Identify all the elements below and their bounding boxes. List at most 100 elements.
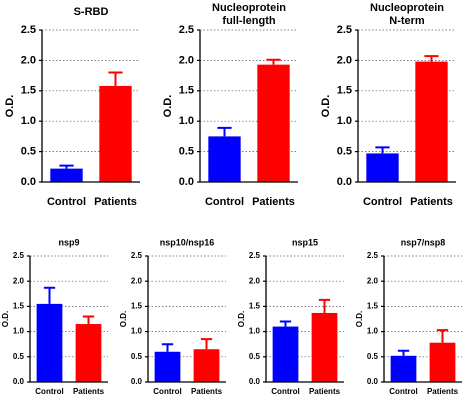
- y-tick-label: 1.5: [367, 302, 379, 311]
- x-tick-label: Patients: [94, 196, 137, 208]
- y-tick-label: 2.5: [249, 251, 261, 260]
- bar: [390, 355, 417, 382]
- bar: [311, 312, 338, 382]
- y-axis-label: O.D.: [162, 95, 174, 118]
- y-tick-label: 1.5: [249, 302, 261, 311]
- y-tick-label: 0.5: [13, 352, 25, 361]
- error-bar: [397, 349, 410, 356]
- y-tick-label: 0.0: [13, 377, 25, 386]
- y-tick-label: 2.5: [179, 24, 194, 36]
- x-tick-label: Control: [363, 196, 402, 208]
- y-tick-label: 0.0: [249, 377, 261, 386]
- chart-panel: nsp10/nsp16 O.D. 0.0 0.5 1.0 1.5 2.0 2.5 Control…: [119, 237, 226, 396]
- chart-title: nsp7/nsp8: [401, 237, 446, 247]
- y-tick-label: 0.5: [131, 352, 143, 361]
- y-axis-label: O.D.: [320, 95, 332, 118]
- error-bar: [161, 343, 174, 352]
- axes: [41, 30, 140, 183]
- error-bar: [436, 329, 449, 343]
- chart-title: S-RBD: [74, 6, 109, 18]
- bar: [36, 303, 63, 382]
- error-bar: [375, 146, 390, 154]
- error-bar: [82, 315, 95, 325]
- x-tick-label: Patients: [410, 196, 453, 208]
- axes: [383, 256, 462, 383]
- x-tick-label: Patients: [252, 196, 295, 208]
- y-tick-label: 2.0: [337, 54, 352, 66]
- x-tick-label: Control: [271, 387, 299, 396]
- error-bar: [59, 164, 74, 169]
- y-tick-label: 2.0: [249, 276, 261, 285]
- y-tick-label: 0.0: [367, 377, 379, 386]
- axes: [29, 256, 108, 383]
- y-tick-label: 0.0: [337, 176, 352, 188]
- x-tick-label: Patients: [427, 387, 459, 396]
- bar: [154, 351, 181, 382]
- y-tick-label: 2.5: [367, 251, 379, 260]
- y-tick-label: 2.0: [367, 276, 379, 285]
- axes: [357, 30, 456, 183]
- x-tick-label: Control: [389, 387, 417, 396]
- x-tick-label: Patients: [309, 387, 341, 396]
- chart-panel: nsp9 O.D. 0.0 0.5 1.0 1.5 2.0 2.5 Control Patient…: [1, 237, 108, 396]
- y-tick-label: 1.0: [337, 115, 352, 127]
- chart-panel: nsp15 O.D. 0.0 0.5 1.0 1.5 2.0 2.5 Control Patien…: [237, 237, 344, 396]
- error-bar: [108, 71, 123, 86]
- y-tick-label: 0.5: [367, 352, 379, 361]
- bar: [99, 85, 132, 182]
- y-tick-label: 0.0: [179, 176, 194, 188]
- x-tick-label: Patients: [73, 387, 105, 396]
- error-bar: [43, 286, 56, 304]
- y-axis-label: O.D.: [237, 311, 246, 327]
- bar: [429, 342, 456, 382]
- y-axis-label: O.D.: [4, 95, 16, 118]
- y-tick-label: 0.0: [131, 377, 143, 386]
- y-tick-label: 0.0: [21, 176, 36, 188]
- x-tick-label: Control: [205, 196, 244, 208]
- error-bar: [318, 298, 331, 313]
- y-tick-label: 2.5: [131, 251, 143, 260]
- y-tick-label: 2.0: [179, 54, 194, 66]
- bar: [75, 324, 102, 382]
- chart-title: nsp15: [292, 237, 318, 247]
- y-tick-label: 2.0: [13, 276, 25, 285]
- y-tick-label: 2.5: [337, 24, 352, 36]
- y-tick-label: 0.5: [337, 146, 352, 158]
- x-tick-label: Control: [35, 387, 63, 396]
- y-tick-label: 1.0: [13, 327, 25, 336]
- chart-title: Nucleoprotein: [370, 2, 444, 14]
- chart-title: nsp9: [58, 237, 79, 247]
- bar: [257, 64, 290, 182]
- bar: [415, 61, 448, 183]
- bar: [272, 326, 299, 382]
- y-tick-label: 2.5: [13, 251, 25, 260]
- y-tick-label: 1.5: [131, 302, 143, 311]
- axes: [147, 256, 226, 383]
- bar: [366, 153, 399, 182]
- error-bar: [279, 320, 292, 327]
- y-tick-label: 0.5: [179, 146, 194, 158]
- y-tick-label: 1.5: [13, 302, 25, 311]
- y-tick-label: 1.0: [249, 327, 261, 336]
- bar: [208, 136, 241, 182]
- error-bar: [424, 55, 439, 62]
- chart-title: nsp10/nsp16: [160, 237, 215, 247]
- error-bar: [266, 58, 281, 65]
- y-tick-label: 1.5: [179, 85, 194, 97]
- x-tick-label: Control: [153, 387, 181, 396]
- y-axis-label: O.D.: [1, 311, 10, 327]
- y-tick-label: 2.0: [131, 276, 143, 285]
- chart-title: full-length: [222, 15, 275, 27]
- y-tick-label: 0.5: [249, 352, 261, 361]
- y-tick-label: 1.0: [367, 327, 379, 336]
- y-tick-label: 1.0: [131, 327, 143, 336]
- y-tick-label: 1.5: [21, 85, 36, 97]
- y-tick-label: 2.0: [21, 54, 36, 66]
- y-axis-label: O.D.: [119, 311, 128, 327]
- axes: [265, 256, 344, 383]
- y-tick-label: 1.0: [179, 115, 194, 127]
- y-tick-label: 1.5: [337, 85, 352, 97]
- y-tick-label: 2.5: [21, 24, 36, 36]
